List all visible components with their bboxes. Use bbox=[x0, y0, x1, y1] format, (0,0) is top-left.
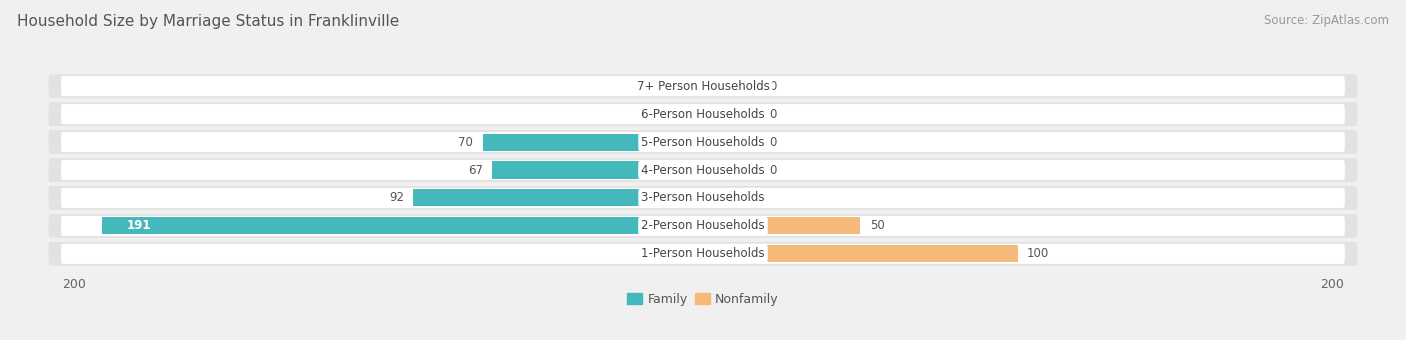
Text: 4-Person Households: 4-Person Households bbox=[641, 164, 765, 176]
Text: 92: 92 bbox=[389, 191, 404, 204]
Bar bbox=[413, 189, 703, 206]
Text: 2-Person Households: 2-Person Households bbox=[641, 219, 765, 233]
Text: 70: 70 bbox=[458, 136, 474, 149]
Bar bbox=[103, 217, 703, 235]
FancyBboxPatch shape bbox=[60, 188, 1346, 208]
Text: 191: 191 bbox=[127, 219, 152, 233]
Text: 0: 0 bbox=[769, 164, 776, 176]
Bar bbox=[703, 189, 725, 206]
FancyBboxPatch shape bbox=[48, 130, 1358, 154]
Bar bbox=[703, 217, 860, 235]
Text: 0: 0 bbox=[683, 80, 690, 93]
Text: 67: 67 bbox=[468, 164, 482, 176]
FancyBboxPatch shape bbox=[48, 158, 1358, 182]
Bar bbox=[665, 105, 703, 123]
Bar bbox=[703, 162, 759, 178]
Text: 0: 0 bbox=[769, 80, 776, 93]
Text: 5-Person Households: 5-Person Households bbox=[641, 136, 765, 149]
FancyBboxPatch shape bbox=[60, 76, 1346, 96]
FancyBboxPatch shape bbox=[48, 186, 1358, 210]
Bar bbox=[703, 245, 1018, 262]
Text: 50: 50 bbox=[870, 219, 884, 233]
Text: 7+ Person Households: 7+ Person Households bbox=[637, 80, 769, 93]
Text: 6-Person Households: 6-Person Households bbox=[641, 107, 765, 121]
FancyBboxPatch shape bbox=[60, 216, 1346, 236]
Bar bbox=[482, 134, 703, 151]
FancyBboxPatch shape bbox=[48, 242, 1358, 266]
FancyBboxPatch shape bbox=[48, 214, 1358, 238]
FancyBboxPatch shape bbox=[48, 102, 1358, 126]
FancyBboxPatch shape bbox=[60, 244, 1346, 264]
Legend: Family, Nonfamily: Family, Nonfamily bbox=[623, 288, 783, 311]
FancyBboxPatch shape bbox=[48, 74, 1358, 98]
FancyBboxPatch shape bbox=[60, 160, 1346, 180]
Bar bbox=[492, 162, 703, 178]
Text: Source: ZipAtlas.com: Source: ZipAtlas.com bbox=[1264, 14, 1389, 27]
Bar bbox=[703, 105, 759, 123]
Text: 12: 12 bbox=[641, 107, 655, 121]
Text: 0: 0 bbox=[769, 136, 776, 149]
Bar bbox=[703, 134, 759, 151]
Text: 3-Person Households: 3-Person Households bbox=[641, 191, 765, 204]
FancyBboxPatch shape bbox=[60, 104, 1346, 124]
Text: 7: 7 bbox=[734, 191, 742, 204]
Bar bbox=[703, 78, 759, 95]
Text: Household Size by Marriage Status in Franklinville: Household Size by Marriage Status in Fra… bbox=[17, 14, 399, 29]
Text: 0: 0 bbox=[683, 247, 690, 260]
Text: 100: 100 bbox=[1028, 247, 1049, 260]
FancyBboxPatch shape bbox=[60, 132, 1346, 152]
Text: 1-Person Households: 1-Person Households bbox=[641, 247, 765, 260]
Text: 0: 0 bbox=[769, 107, 776, 121]
